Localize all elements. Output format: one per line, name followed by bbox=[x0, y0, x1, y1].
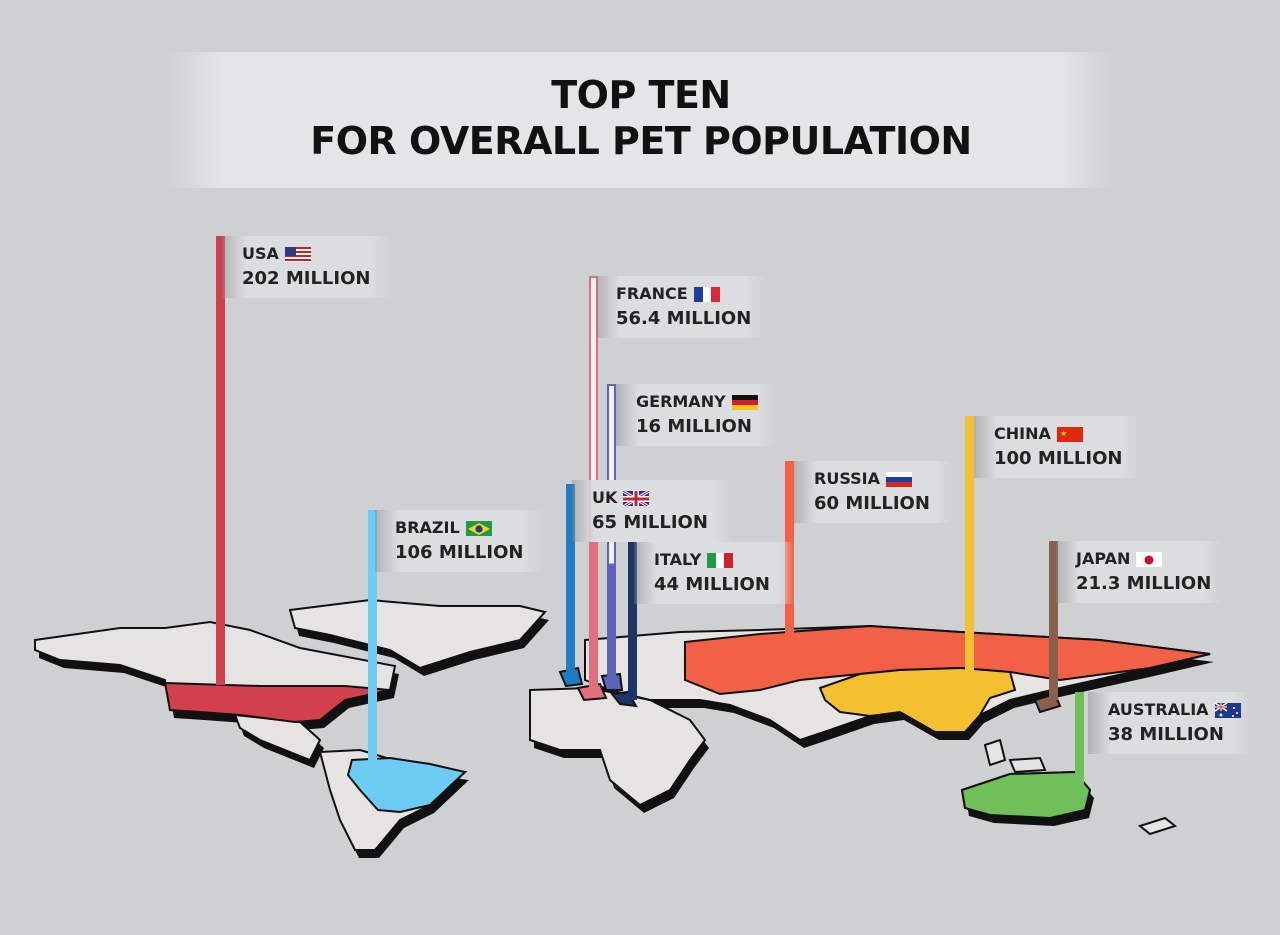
russia-value: 60 MILLION bbox=[814, 493, 930, 514]
label-japan: JAPAN 21.3 MILLION bbox=[1056, 541, 1222, 603]
label-china: CHINA ★ 100 MILLION bbox=[974, 416, 1142, 478]
label-usa: USA 202 MILLION bbox=[222, 236, 392, 298]
japan-value: 21.3 MILLION bbox=[1076, 573, 1212, 594]
france-value: 56.4 MILLION bbox=[616, 308, 752, 329]
france-flag-icon bbox=[693, 286, 720, 302]
uk-flag-icon bbox=[623, 490, 650, 506]
germany-name: GERMANY bbox=[636, 392, 726, 411]
australia-region bbox=[960, 770, 1092, 820]
label-germany: GERMANY 16 MILLION bbox=[616, 384, 776, 446]
uk-flag-pole bbox=[566, 484, 575, 678]
russia-name: RUSSIA bbox=[814, 469, 880, 488]
brazil-value: 106 MILLION bbox=[395, 542, 524, 563]
china-flag-icon: ★ bbox=[1056, 426, 1083, 442]
uk-name: UK bbox=[592, 488, 618, 507]
japan-flag-icon bbox=[1136, 551, 1163, 567]
usa-flag-icon bbox=[284, 246, 311, 262]
china-flag-pole bbox=[965, 416, 974, 690]
france-name: FRANCE bbox=[616, 284, 688, 303]
japan-name: JAPAN bbox=[1076, 549, 1131, 568]
germany-flag-pole-inner bbox=[609, 386, 614, 564]
brazil-flag-pole bbox=[368, 510, 377, 772]
australia-name: AUSTRALIA bbox=[1108, 700, 1209, 719]
germany-value: 16 MILLION bbox=[636, 416, 752, 437]
italy-flag-icon bbox=[707, 552, 734, 568]
label-brazil: BRAZIL 106 MILLION bbox=[375, 510, 543, 572]
title-line-2: FOR OVERALL PET POPULATION bbox=[310, 119, 972, 163]
australia-value: 38 MILLION bbox=[1108, 724, 1224, 745]
china-name: CHINA bbox=[994, 424, 1051, 443]
australia-flag-icon bbox=[1214, 702, 1241, 718]
russia-flag-icon bbox=[885, 471, 912, 487]
australia-flag-pole bbox=[1075, 692, 1084, 790]
label-uk: UK 65 MILLION bbox=[572, 480, 732, 542]
uk-value: 65 MILLION bbox=[592, 512, 708, 533]
label-russia: RUSSIA 60 MILLION bbox=[794, 461, 954, 523]
italy-name: ITALY bbox=[654, 550, 702, 569]
country-regions bbox=[163, 624, 1211, 820]
usa-value: 202 MILLION bbox=[242, 268, 371, 289]
italy-flag-pole bbox=[628, 542, 637, 700]
germany-flag-icon bbox=[731, 394, 758, 410]
usa-flag-pole bbox=[216, 236, 225, 685]
brazil-name: BRAZIL bbox=[395, 518, 460, 537]
brazil-region bbox=[346, 756, 468, 814]
usa-region bbox=[163, 681, 391, 724]
title-line-1: TOP TEN bbox=[551, 73, 731, 117]
brazil-flag-icon bbox=[465, 520, 492, 536]
japan-flag-pole bbox=[1049, 541, 1058, 700]
china-value: 100 MILLION bbox=[994, 448, 1123, 469]
usa-name: USA bbox=[242, 244, 279, 263]
france-flag-pole-inner bbox=[591, 278, 596, 527]
label-italy: ITALY 44 MILLION bbox=[634, 542, 794, 604]
label-australia: AUSTRALIA 38 MILLION bbox=[1088, 692, 1252, 754]
svg-text:★: ★ bbox=[1060, 429, 1067, 438]
italy-value: 44 MILLION bbox=[654, 574, 770, 595]
label-france: FRANCE 56.4 MILLION bbox=[596, 276, 766, 338]
title-banner: TOP TEN FOR OVERALL PET POPULATION bbox=[166, 52, 1116, 188]
